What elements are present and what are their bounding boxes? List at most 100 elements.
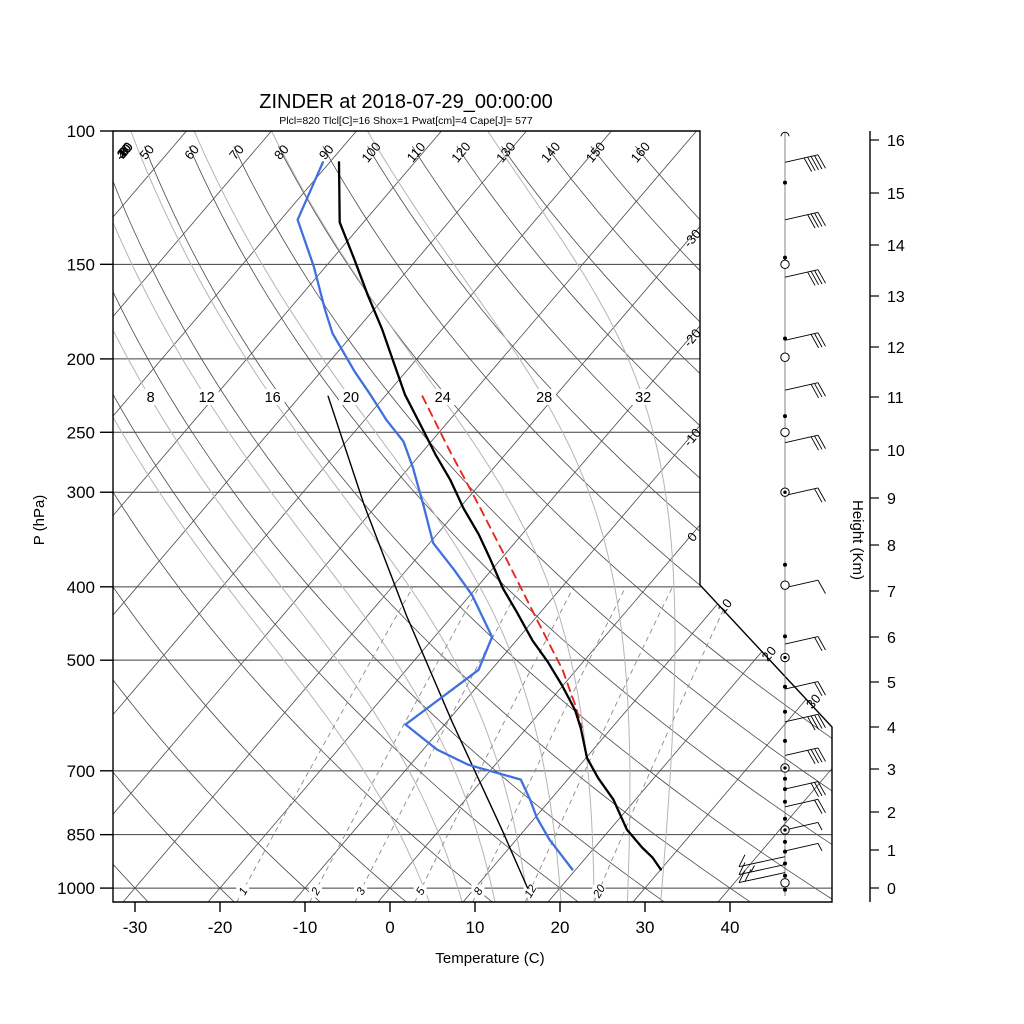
svg-text:160: 160 [628,139,653,165]
svg-text:5: 5 [887,675,896,692]
svg-text:13: 13 [887,289,905,306]
temperature-curve [337,161,662,871]
wind-level-marker [783,839,787,844]
wind-level-marker [783,849,787,854]
svg-text:0: 0 [684,529,700,544]
wind-level-marker [783,887,787,892]
wind-barb [784,579,826,594]
svg-text:1: 1 [887,843,896,860]
sounding-curves [296,161,662,889]
wind-barb [784,681,826,697]
svg-text:700: 700 [67,762,95,781]
wind-level-marker [783,562,787,567]
svg-text:100: 100 [67,122,95,141]
svg-text:60: 60 [181,142,202,163]
wind-level-marker [783,776,787,781]
svg-text:90: 90 [316,142,337,163]
wind-level-marker [783,738,787,743]
svg-text:110: 110 [404,139,429,165]
wind-level-marker [780,487,790,497]
svg-text:0: 0 [385,918,394,937]
height-axis-label: Height (Km) [849,500,866,580]
parcel-reference-line [327,395,529,889]
temperature-axis: -30 -20 -10 0 10 20 30 40 [123,902,739,937]
svg-text:150: 150 [583,139,608,165]
svg-text:70: 70 [226,142,247,163]
wind-level-marker [783,634,787,639]
svg-text:50: 50 [136,142,157,163]
moist-adiabat-labels: 4 8 12 16 20 24 28 32 [142,389,656,406]
svg-text:100: 100 [358,139,383,165]
wind-level-marker [783,873,787,878]
wind-barb [784,434,826,451]
wind-level-marker [783,861,787,866]
dry-adiabat-top-labels: 50 60 70 80 90 100 110 120 130 140 150 160 [136,139,653,165]
wind-level-marker [783,684,787,689]
wind-barb [784,781,826,797]
svg-text:-30: -30 [112,139,136,163]
svg-text:16: 16 [887,133,905,150]
svg-text:500: 500 [67,651,95,670]
svg-text:32: 32 [635,390,651,406]
svg-text:120: 120 [448,139,473,165]
svg-text:300: 300 [67,483,95,502]
plot-frame [112,130,833,903]
svg-text:20: 20 [343,390,359,406]
svg-text:-30: -30 [123,918,148,937]
wind-barb [784,842,823,852]
wind-level-marker [780,580,790,590]
svg-text:20: 20 [551,918,570,937]
wind-barb [784,713,826,731]
svg-text:150: 150 [67,255,95,274]
plot-subtitle: Plcl=820 Tlcl[C]=16 Shox=1 Pwat[cm]=4 Ca… [279,115,533,127]
svg-text:250: 250 [67,423,95,442]
dewpoint-curve [296,161,574,871]
wind-level-marker [783,816,787,821]
wind-barb [784,822,823,831]
wind-barb [784,382,826,399]
svg-text:140: 140 [538,139,563,165]
wind-barb [738,862,786,876]
svg-text:-20: -20 [208,918,233,937]
plot-title: ZINDER at 2018-07-29_00:00:00 [259,91,553,113]
wind-barb [738,854,786,868]
svg-text:12: 12 [199,390,215,406]
wind-barb [784,211,826,229]
wind-level-marker [783,336,787,341]
svg-text:8: 8 [147,390,155,406]
svg-text:9: 9 [887,491,896,508]
wind-level-marker [780,763,790,773]
svg-text:80: 80 [271,142,292,163]
pressure-axis-label: P (hPa) [31,495,48,546]
wind-barb [784,636,826,652]
svg-text:12: 12 [887,340,905,357]
svg-text:3: 3 [887,762,896,779]
wind-level-marker [780,878,790,888]
wind-barb [784,269,826,286]
wind-level-marker [780,131,790,137]
svg-text:30: 30 [636,918,655,937]
moist-adiabat-gridlines [113,131,676,902]
svg-text:130: 130 [493,139,518,165]
svg-text:6: 6 [887,630,896,647]
wind-level-marker [780,427,790,437]
wind-level-marker [783,709,787,714]
svg-text:20: 20 [759,643,780,664]
svg-text:400: 400 [67,578,95,597]
mixing-ratio-gridlines [236,586,735,902]
wind-barb [738,869,786,884]
svg-text:11: 11 [887,390,904,407]
temperature-axis-label: Temperature (C) [435,950,544,967]
svg-text:15: 15 [887,186,905,203]
pressure-axis: 100 150 200 250 300 400 500 700 850 1000 [57,122,113,898]
svg-text:850: 850 [67,826,95,845]
wind-barb [784,798,826,814]
wind-level-marker [783,414,787,419]
wind-level-marker [780,259,790,270]
svg-text:200: 200 [67,350,95,369]
wind-barb [784,154,826,172]
svg-text:28: 28 [536,390,552,406]
svg-text:10: 10 [887,443,905,460]
